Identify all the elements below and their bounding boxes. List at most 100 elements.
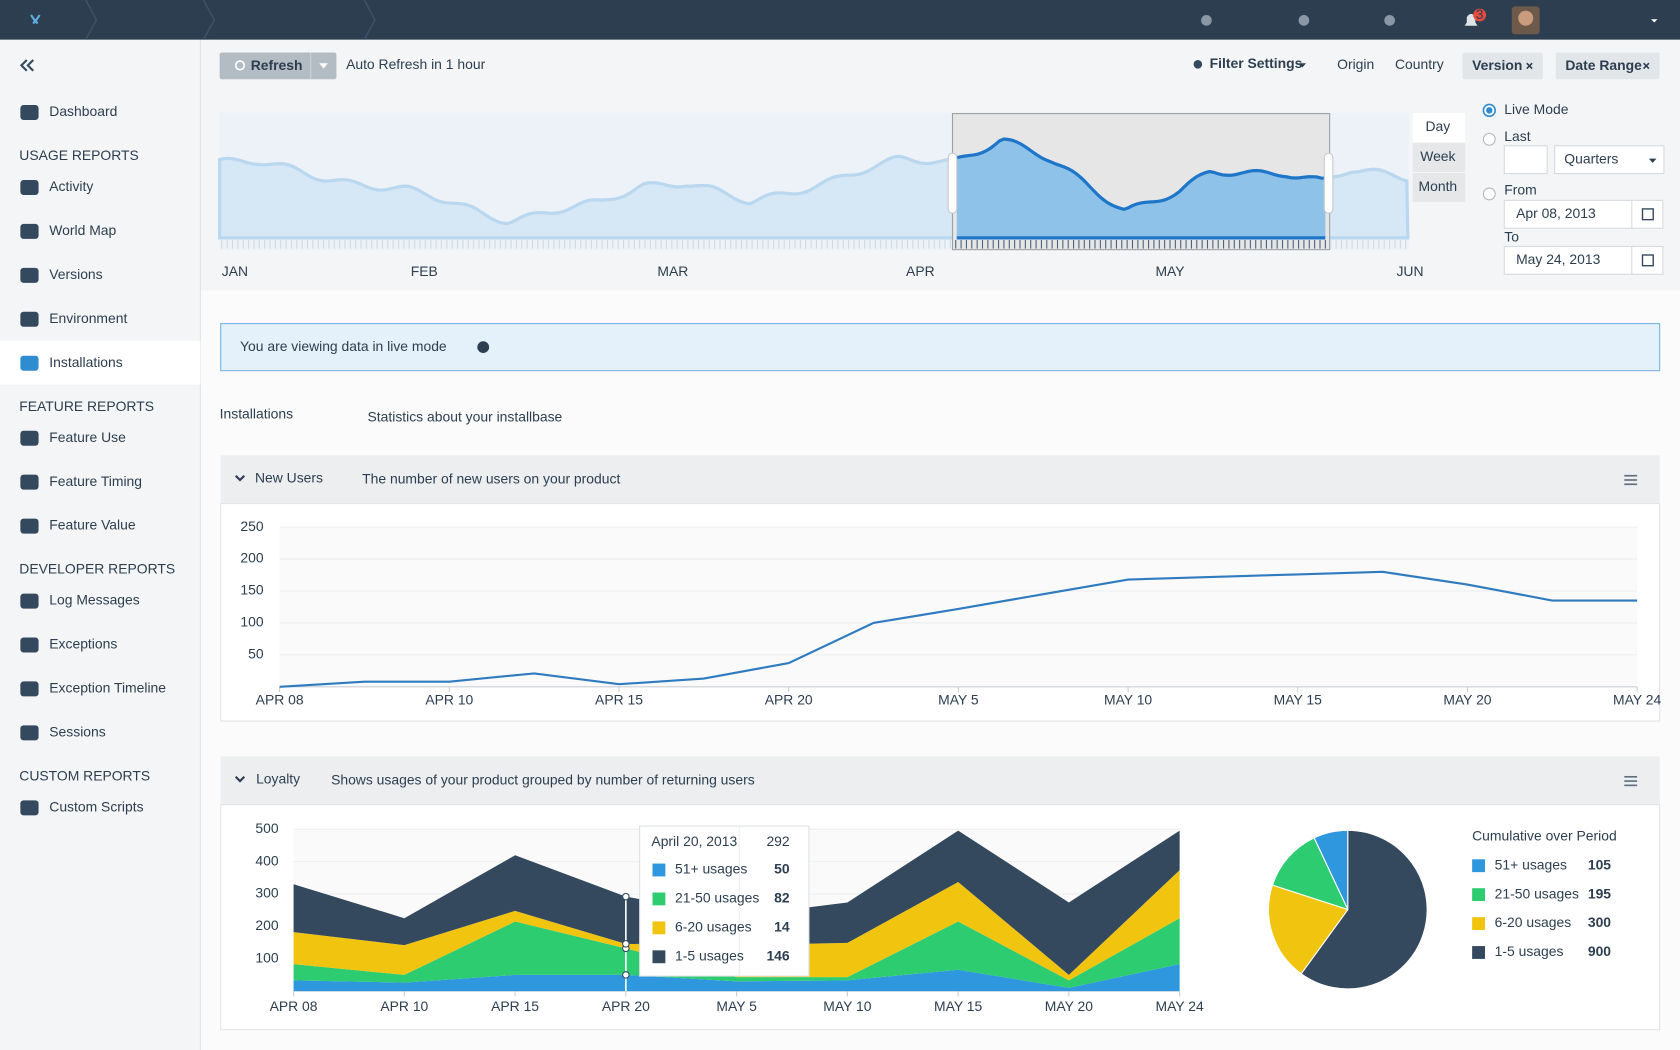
tooltip-series: 6-20 usages bbox=[675, 919, 752, 935]
period-select[interactable] bbox=[1554, 145, 1665, 175]
sidebar-icon[interactable] bbox=[20, 725, 39, 741]
tooltip-value: 146 bbox=[766, 947, 789, 963]
timeline-handle[interactable] bbox=[947, 152, 958, 214]
brand[interactable]: TAP bbox=[48, 11, 75, 27]
filter-icon bbox=[1193, 60, 1203, 69]
auto-refresh-label: Auto Refresh in 1 hour bbox=[346, 56, 486, 72]
filter-tag[interactable] bbox=[1462, 52, 1543, 80]
filter-caret bbox=[1298, 63, 1307, 68]
topbar-link[interactable]: Docs bbox=[1401, 12, 1433, 28]
radio-range[interactable] bbox=[1482, 187, 1496, 201]
filter-tag-remove[interactable] bbox=[1643, 62, 1650, 70]
granularity-button[interactable] bbox=[1411, 111, 1467, 144]
period-value: Quarters bbox=[1564, 150, 1618, 166]
filter-option[interactable]: Origin bbox=[1337, 56, 1374, 72]
date-input[interactable] bbox=[1503, 199, 1664, 229]
topbar-link[interactable]: Downloads bbox=[1218, 12, 1287, 28]
tooltip-swatch bbox=[652, 892, 666, 906]
legend-label: 1-5 usages bbox=[1495, 943, 1564, 959]
granularity-button[interactable] bbox=[1411, 141, 1467, 174]
sidebar-icon[interactable] bbox=[20, 637, 39, 653]
sidebar-item[interactable]: Activity bbox=[49, 178, 93, 194]
sidebar-icon[interactable] bbox=[20, 223, 39, 239]
sidebar-item[interactable]: Feature Use bbox=[49, 429, 126, 445]
collapse-icon[interactable] bbox=[19, 59, 34, 72]
sidebar-item[interactable]: Feature Timing bbox=[49, 473, 142, 489]
sidebar-section-title: USAGE REPORTS bbox=[19, 147, 139, 163]
sidebar-item[interactable]: Feature Value bbox=[49, 517, 136, 533]
sidebar-icon[interactable] bbox=[20, 105, 39, 120]
page-subtitle: Statistics about your installbase bbox=[368, 409, 563, 425]
sidebar-icon[interactable] bbox=[20, 474, 39, 490]
filter-tag-label[interactable]: Date Range bbox=[1565, 57, 1642, 73]
legend-value: 105 bbox=[1588, 856, 1611, 872]
calendar-icon[interactable] bbox=[1641, 208, 1654, 221]
sidebar-item[interactable]: Exception Timeline bbox=[49, 680, 166, 696]
refresh-button[interactable] bbox=[219, 52, 337, 80]
filter-settings[interactable]: Filter Settings bbox=[1210, 55, 1303, 71]
sidebar-icon[interactable] bbox=[20, 681, 39, 697]
panel-collapse[interactable] bbox=[234, 474, 246, 482]
user-name[interactable]: Kostadin Kushlev bbox=[1547, 12, 1655, 28]
sidebar-icon[interactable] bbox=[20, 180, 39, 195]
sidebar-icon[interactable] bbox=[20, 518, 39, 534]
y-tick-label: 200 bbox=[255, 917, 278, 933]
radio-last[interactable] bbox=[1482, 132, 1496, 146]
x-tick-label: MAY 15 bbox=[934, 998, 982, 1014]
timeline-handle[interactable] bbox=[1323, 152, 1334, 214]
filter-tag-remove[interactable] bbox=[1526, 62, 1533, 70]
x-tick-label: APR 08 bbox=[256, 691, 304, 707]
date-input[interactable] bbox=[1503, 245, 1664, 275]
breadcrumb-item[interactable]: Lunch Boat bbox=[111, 11, 181, 27]
sidebar-item[interactable]: Sessions bbox=[49, 724, 105, 740]
refresh-label[interactable]: Refresh bbox=[251, 57, 303, 73]
filter-tag[interactable] bbox=[1555, 52, 1660, 80]
sidebar-icon[interactable] bbox=[20, 593, 39, 609]
sidebar-icon[interactable] bbox=[20, 800, 39, 816]
x-tick-label: APR 20 bbox=[602, 998, 650, 1014]
refresh-caret[interactable] bbox=[319, 63, 328, 69]
granularity-button[interactable] bbox=[1411, 171, 1467, 204]
x-tick-label: APR 15 bbox=[491, 998, 539, 1014]
filter-option[interactable]: Country bbox=[1395, 56, 1444, 72]
filter-tag-label[interactable]: Version bbox=[1472, 57, 1522, 73]
sidebar-icon[interactable] bbox=[20, 267, 39, 283]
x-tick-label: MAY 24 bbox=[1613, 691, 1661, 707]
help-icon[interactable] bbox=[477, 341, 490, 354]
sidebar bbox=[0, 39, 201, 1050]
last-input[interactable] bbox=[1503, 145, 1548, 175]
breadcrumb-item[interactable]: Installations bbox=[389, 11, 462, 27]
sidebar-item[interactable]: Versions bbox=[49, 266, 102, 282]
sidebar-icon[interactable] bbox=[20, 355, 39, 371]
calendar-icon[interactable] bbox=[1641, 254, 1654, 267]
panel-title: New Users bbox=[255, 470, 323, 486]
timeline-selected-area bbox=[956, 137, 1326, 240]
sidebar-item[interactable]: Custom Scripts bbox=[49, 799, 143, 815]
refresh-icon bbox=[234, 60, 246, 71]
panel-collapse[interactable] bbox=[234, 776, 246, 783]
sidebar-item[interactable]: Dashboard bbox=[49, 103, 117, 119]
x-tick-label: MAY 10 bbox=[823, 998, 871, 1014]
granularity-label[interactable]: Week bbox=[1420, 148, 1455, 164]
sidebar-item[interactable]: World Map bbox=[49, 222, 116, 238]
y-tick-label: 100 bbox=[255, 949, 278, 965]
legend-title: Cumulative over Period bbox=[1472, 827, 1617, 843]
brand-icon bbox=[30, 14, 41, 25]
breadcrumb-item[interactable]: Android Analytics bbox=[228, 11, 335, 27]
topbar-link[interactable]: Feedback bbox=[1316, 12, 1377, 28]
sidebar-item[interactable]: Log Messages bbox=[49, 592, 139, 608]
sidebar-item[interactable]: Environment bbox=[49, 310, 127, 326]
granularity-label[interactable]: Month bbox=[1419, 178, 1458, 194]
sidebar-icon[interactable] bbox=[20, 430, 39, 446]
sidebar-item[interactable]: Exceptions bbox=[49, 636, 117, 652]
live-mode-label[interactable]: Live Mode bbox=[1504, 101, 1568, 117]
from-label: From bbox=[1504, 181, 1536, 197]
sidebar-icon[interactable] bbox=[20, 311, 39, 327]
sidebar-item[interactable]: Installations bbox=[49, 354, 122, 370]
link-icon bbox=[1201, 15, 1212, 26]
granularity-label[interactable]: Day bbox=[1425, 118, 1450, 134]
to-label: To bbox=[1504, 229, 1519, 245]
tooltip-value: 82 bbox=[774, 890, 790, 906]
tooltip-swatch bbox=[652, 950, 666, 964]
